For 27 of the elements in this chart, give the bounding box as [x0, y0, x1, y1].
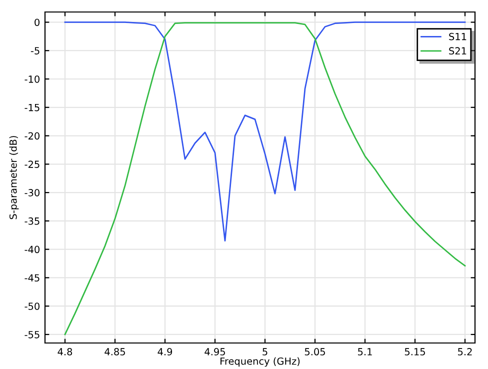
line-series [64, 22, 466, 242]
x-axis-title: Frequency (GHz) [220, 357, 300, 367]
x-tick-label: 4.85 [104, 348, 125, 356]
y-tick-label: 0 [34, 18, 40, 26]
y-tick-label: -40 [24, 246, 40, 254]
x-tick-label: 5.2 [458, 348, 472, 356]
y-tick-label: -10 [24, 75, 40, 83]
x-tick-label: 4.8 [58, 348, 72, 356]
y-tick-label: -25 [24, 160, 40, 168]
y-tick-label: -20 [24, 132, 40, 140]
y-tick-label: -45 [24, 274, 40, 282]
x-tick-label: 5.15 [404, 348, 425, 356]
y-tick-label: -30 [24, 189, 40, 196]
y-tick-label: -15 [24, 104, 40, 112]
legend-label: S21 [449, 47, 466, 55]
legend-label: S11 [449, 32, 466, 40]
y-tick-label: -35 [24, 217, 40, 225]
x-tick-label: 4.9 [158, 348, 172, 356]
y-tick-label: -5 [30, 47, 40, 54]
y-tick-label: -50 [24, 302, 40, 310]
line-series [64, 22, 466, 336]
y-axis-title: S-parameter (dB) [9, 136, 19, 220]
y-tick-label: -55 [24, 331, 40, 338]
x-tick-label: 5 [262, 348, 268, 356]
x-tick-label: 5.1 [358, 348, 372, 356]
x-tick-label: 5.05 [304, 348, 325, 356]
x-tick-label: 4.95 [204, 348, 225, 356]
